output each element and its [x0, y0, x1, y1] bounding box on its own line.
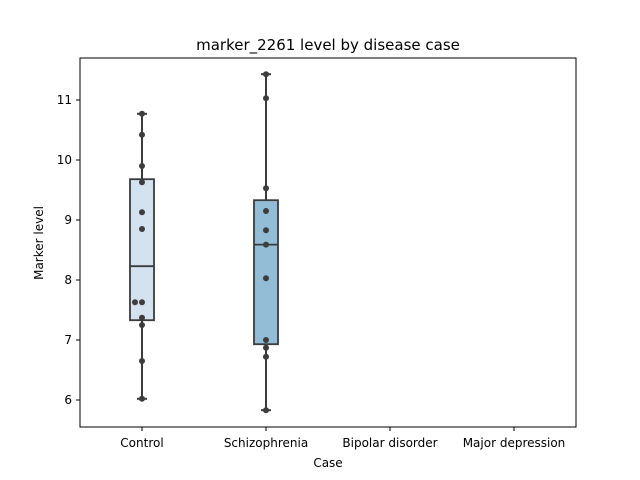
plot-frame	[79, 57, 577, 428]
data-point	[263, 275, 269, 282]
data-point	[263, 71, 269, 78]
data-point	[139, 358, 145, 364]
data-point	[263, 344, 269, 351]
plot-area: 6 7 8 9 10 11 Control Schizophrenia Bipolar diso…	[57, 71, 566, 450]
data-point	[263, 353, 269, 360]
data-point	[132, 299, 138, 306]
x-tick-label: Bipolar disorder	[342, 436, 437, 450]
y-tick-label: 6	[64, 393, 72, 407]
data-point	[263, 227, 269, 234]
x-tick-label: Schizophrenia	[224, 436, 308, 450]
data-point	[139, 322, 145, 328]
data-point	[139, 226, 145, 232]
data-point	[139, 110, 145, 117]
data-point	[139, 314, 145, 321]
box-iqr	[253, 199, 279, 346]
data-point	[263, 208, 269, 214]
x-axis-label: Case	[313, 456, 342, 470]
data-point	[139, 179, 145, 186]
data-point	[139, 209, 145, 216]
data-point	[263, 95, 269, 102]
x-tick-label: Control	[120, 436, 163, 450]
data-point	[263, 185, 269, 192]
y-tick-label: 11	[57, 93, 72, 107]
data-point	[139, 299, 145, 306]
y-tick-label: 9	[64, 213, 72, 227]
y-tick-label: 10	[57, 153, 72, 167]
x-tick-label: Major depression	[463, 436, 566, 450]
box-iqr	[129, 178, 155, 322]
data-point	[139, 395, 145, 402]
data-point	[263, 407, 269, 414]
y-tick-label: 7	[64, 333, 72, 347]
y-tick-label: 8	[64, 273, 72, 287]
chart-title: marker_2261 level by disease case	[196, 36, 460, 55]
data-point	[139, 131, 145, 138]
y-axis-label: Marker level	[32, 206, 46, 280]
data-point	[139, 163, 145, 169]
data-point	[263, 241, 269, 248]
data-point	[263, 337, 269, 343]
